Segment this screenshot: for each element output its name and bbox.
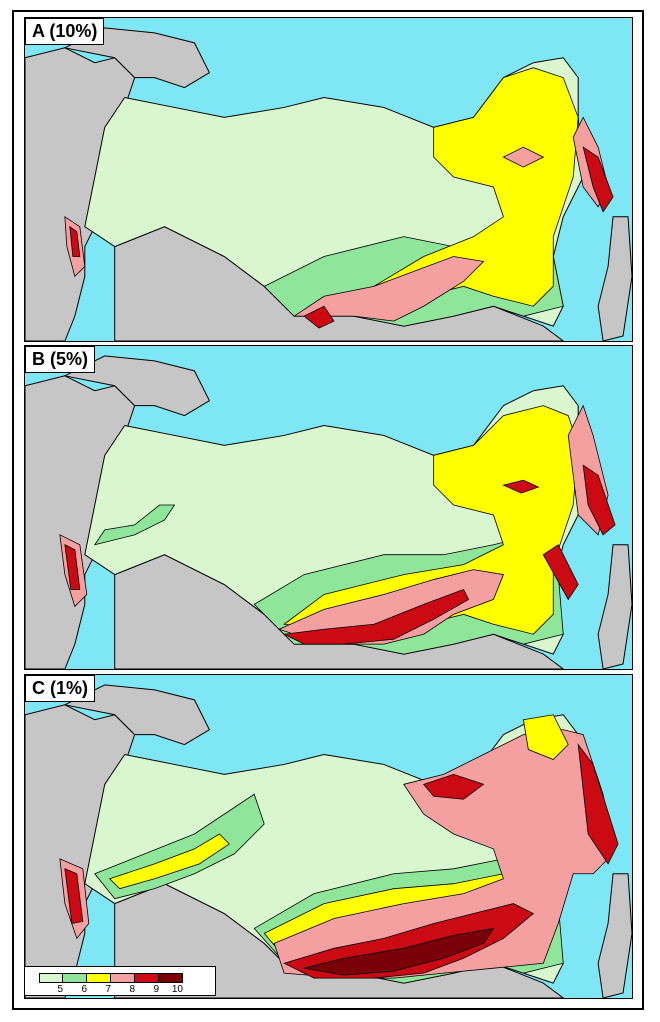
legend-label-7: 7 <box>105 984 111 995</box>
zone-veryhigh-caucasus-c <box>64 868 84 924</box>
zone-high-a <box>292 256 485 322</box>
zone-veryhigh-center-b <box>502 479 540 494</box>
zone-moderate-a <box>373 67 579 307</box>
map-panel-c: C (1%) <box>24 674 633 999</box>
kamchatka-land <box>597 216 632 341</box>
legend-swatch-5 <box>39 973 63 983</box>
legend-labels: 5 6 7 8 9 10 <box>39 984 183 995</box>
zone-high-center-a <box>502 146 545 168</box>
map-c-svg <box>25 684 632 998</box>
legend-label-6: 6 <box>81 984 87 995</box>
panel-c-label: C (1%) <box>25 675 96 702</box>
scandinavia-land <box>63 684 211 746</box>
map-panel-b: B (5%) <box>24 345 633 670</box>
zone-veryhigh-caucasus-a <box>69 225 81 257</box>
kamchatka-land <box>597 544 632 669</box>
legend: 5 6 7 8 9 10 <box>24 966 216 996</box>
legend-label-5: 5 <box>57 984 63 995</box>
zone-veryhigh-baikal-a <box>303 305 335 329</box>
legend-swatch-9 <box>135 973 159 983</box>
map-b-svg <box>25 355 632 669</box>
panel-b-label: B (5%) <box>25 346 96 373</box>
legend-label-10: 10 <box>171 984 183 995</box>
legend-label-8: 8 <box>129 984 135 995</box>
kamchatka-land <box>597 873 632 998</box>
legend-swatch-10 <box>159 973 183 983</box>
zone-veryhigh-kamchatka-c <box>577 743 619 865</box>
zone-high-b <box>278 569 504 645</box>
zone-moderate-yakutia-c <box>522 714 569 760</box>
zone-veryhigh-east-b <box>542 544 579 601</box>
legend-label-9: 9 <box>153 984 159 995</box>
panel-a-label: A (10%) <box>25 18 105 45</box>
zone-moderate-west-c <box>108 833 230 890</box>
zone-moderate-b <box>283 405 579 635</box>
legend-swatch-6 <box>63 973 87 983</box>
zone-extreme-c <box>303 927 495 976</box>
zone-low-west-b <box>93 504 176 546</box>
zone-veryhigh-kamchatka-b <box>582 464 616 536</box>
zone-veryhigh-a <box>582 146 614 213</box>
legend-swatch-7 <box>87 973 111 983</box>
zone-veryhigh-caucasus-b <box>64 544 81 590</box>
legend-swatch-8 <box>111 973 135 983</box>
scandinavia-land <box>63 355 211 417</box>
zone-veryhigh-north-c <box>423 773 485 800</box>
legend-swatches <box>39 973 183 983</box>
map-a-svg <box>25 27 632 341</box>
zone-veryhigh-b <box>282 588 470 645</box>
map-panel-a: A (10%) <box>24 17 633 342</box>
